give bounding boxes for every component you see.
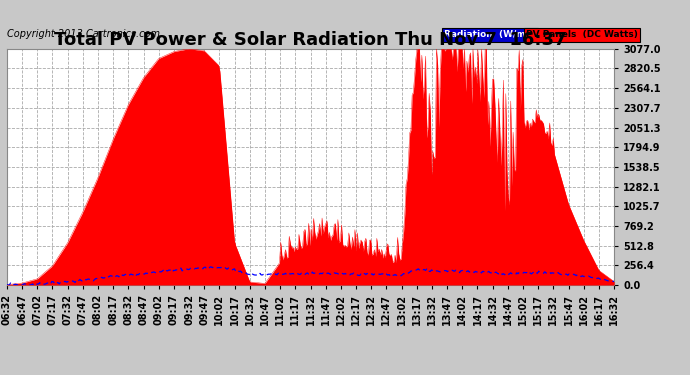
Text: PV Panels  (DC Watts): PV Panels (DC Watts) (526, 30, 638, 39)
Text: Radiation  (W/m2): Radiation (W/m2) (444, 30, 536, 39)
Title: Total PV Power & Solar Radiation Thu Nov 7  16:37: Total PV Power & Solar Radiation Thu Nov… (55, 31, 566, 49)
Text: Copyright 2013 Cartronics.com: Copyright 2013 Cartronics.com (7, 29, 160, 39)
